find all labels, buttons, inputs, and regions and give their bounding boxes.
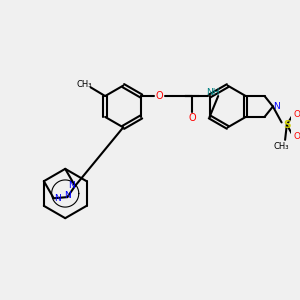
Text: N: N (64, 191, 71, 200)
Text: CH₃: CH₃ (76, 80, 92, 89)
Text: N: N (54, 194, 61, 203)
Text: N: N (273, 102, 280, 111)
Text: O: O (188, 113, 196, 123)
Text: N: N (68, 182, 75, 190)
Text: NH: NH (206, 88, 220, 97)
Text: O: O (293, 132, 300, 141)
Text: O: O (293, 110, 300, 119)
Text: O: O (156, 91, 164, 101)
Text: CH₃: CH₃ (274, 142, 290, 151)
Text: S: S (283, 120, 291, 130)
